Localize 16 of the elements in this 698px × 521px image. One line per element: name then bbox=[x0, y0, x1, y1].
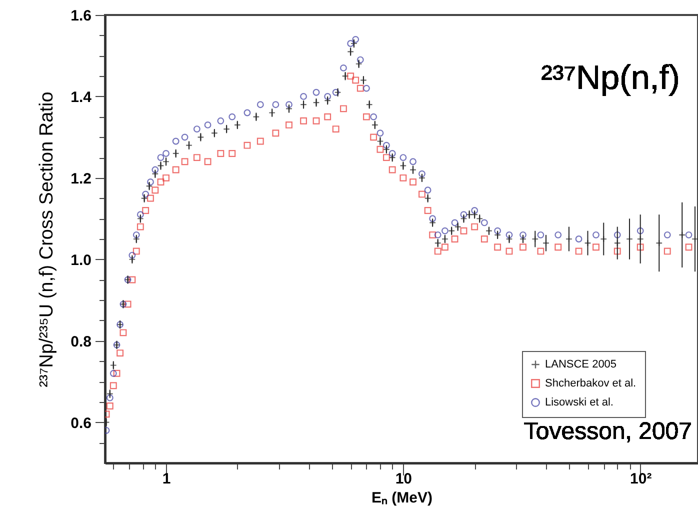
y-tick-label: 1.0 bbox=[70, 252, 92, 269]
legend-label: LANSCE 2005 bbox=[545, 358, 617, 370]
x-tick-label: 10 bbox=[395, 470, 412, 488]
annotation: ²³⁷Np(n,f) bbox=[541, 59, 680, 97]
legend-label: Lisowski et al. bbox=[545, 396, 614, 408]
y-tick-label: 1.4 bbox=[70, 88, 92, 106]
x-tick-label: 1 bbox=[162, 470, 171, 488]
x-tick-label: 10² bbox=[630, 470, 652, 488]
y-axis-title: ²³⁷Np/²³⁵U (n,f) Cross Section Ratio bbox=[36, 92, 58, 388]
x-axis-title: Eₙ (MeV) bbox=[371, 490, 433, 506]
y-tick-label: 0.6 bbox=[70, 414, 92, 432]
legend-label: Shcherbakov et al. bbox=[545, 378, 636, 390]
y-tick-label: 1.2 bbox=[70, 170, 92, 188]
y-tick-label: 0.8 bbox=[70, 333, 92, 350]
y-tick-label: 1.6 bbox=[70, 8, 92, 24]
annotation: Tovesson, 2007 bbox=[524, 418, 692, 445]
